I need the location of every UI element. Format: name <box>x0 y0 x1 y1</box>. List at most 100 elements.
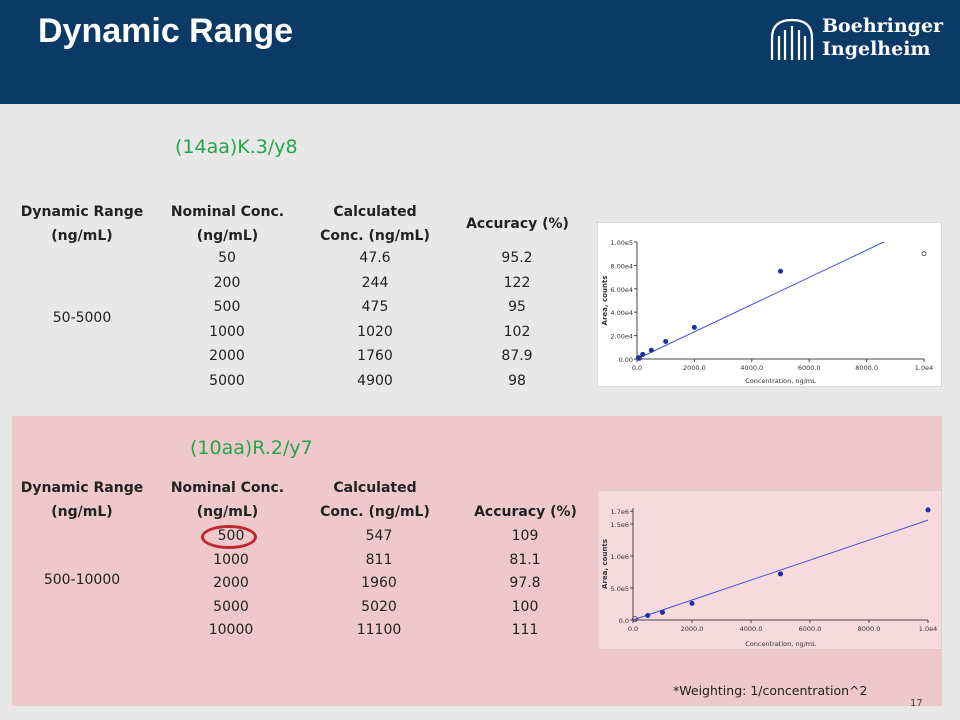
header-text: (ng/mL) <box>51 504 113 520</box>
calculated-cell: 244 <box>361 274 389 291</box>
calibration-curve-chart-1: 0.00 2.00e4 4.00e4 6.00e4 8.00e4 1.00e5 0.0 200… <box>597 222 942 387</box>
accuracy-cell: 111 <box>511 622 539 638</box>
nominal-cell: 50 <box>218 250 236 266</box>
x-tick-label: 0.0 <box>632 364 642 372</box>
y-axis-label: Area, counts <box>601 539 609 589</box>
calculated-cell: 475 <box>361 299 389 315</box>
footnote-text: *Weighting: 1/concentration^2 <box>673 683 868 698</box>
peptide-label-1: (14aa)K.3/y8 <box>175 136 298 158</box>
calibration-curve-chart-2: 0.0 5.0e5 1.0e6 1.5e6 1.7e6 0.0 2000.0 4000.0 60… <box>597 490 942 650</box>
y-tick-label: 1.0e6 <box>611 553 629 561</box>
y-tick-label: 4.00e4 <box>610 309 633 317</box>
page-title: Dynamic Range <box>38 12 294 50</box>
x-tick-label: 0.0 <box>628 625 638 633</box>
accuracy-cell: 81.1 <box>509 551 541 568</box>
nominal-cell: 5000 <box>213 598 249 615</box>
accuracy-cell: 95 <box>508 299 526 315</box>
x-tick-label: 1.0e4 <box>919 625 937 633</box>
accuracy-cell: 98 <box>508 372 526 389</box>
logo-line1: Boehringer <box>822 15 944 37</box>
header-text: (ng/mL) <box>51 228 113 244</box>
nominal-cell: 2000 <box>209 348 245 364</box>
header-text: Dynamic Range <box>20 480 144 496</box>
header-calculated-conc-2: Calculated Conc. (ng/mL) <box>300 476 450 524</box>
nominal-cell: 500 <box>213 299 241 315</box>
accuracy-cell: 97.8 <box>509 575 541 591</box>
logo-line2: Ingelheim <box>822 38 931 60</box>
x-tick-label: 8000.0 <box>858 625 881 633</box>
boehringer-logo-icon <box>770 18 814 60</box>
y-tick-label: 8.00e4 <box>610 262 633 270</box>
header-text: Calculated <box>333 204 417 220</box>
calculated-cell: 1960 <box>361 575 397 591</box>
y-tick-label: 1.5e6 <box>611 521 629 529</box>
calculated-cell: 1020 <box>357 323 393 340</box>
plot-area <box>637 242 924 359</box>
weighting-footnote: *Weighting: 1/concentration^2 <box>673 683 867 698</box>
outlier-point <box>921 251 927 257</box>
accuracy-cell: 102 <box>503 323 531 340</box>
nominal-cell: 2000 <box>213 575 249 591</box>
highlight-circle <box>201 525 257 549</box>
data-point <box>925 507 931 513</box>
accuracy-cell: 122 <box>503 274 531 291</box>
header-text: Conc. (ng/mL) <box>320 228 430 244</box>
header-accuracy-2: Accuracy (%) <box>474 504 577 520</box>
y-tick-label: 5.0e5 <box>611 585 629 593</box>
excluded-point <box>632 616 638 622</box>
header-text: Dynamic Range <box>20 204 144 220</box>
data-point <box>691 324 697 330</box>
logo-text: Boehringer Ingelheim <box>822 15 943 61</box>
nominal-cell: 5000 <box>209 372 245 389</box>
x-tick-label: 4000.0 <box>740 364 763 372</box>
header-text: Nominal Conc. <box>170 480 285 496</box>
peptide-label-2: (10aa)R.2/y7 <box>190 437 313 459</box>
y-axis-label: Area, counts <box>601 276 609 326</box>
x-tick-label: 6000.0 <box>799 625 822 633</box>
nominal-cell: 200 <box>213 274 241 291</box>
y-tick-label: 1.00e5 <box>610 239 633 247</box>
header-dynamic-range-1: Dynamic Range (ng/mL) <box>2 200 162 248</box>
data-point <box>778 571 783 577</box>
x-axis-label: Concentration, ng/mL <box>745 377 816 385</box>
x-tick-label: 4000.0 <box>740 625 763 633</box>
data-point <box>648 347 654 353</box>
nominal-cell: 10000 <box>208 622 254 638</box>
data-point <box>645 613 651 619</box>
accuracy-cell: 109 <box>511 528 539 544</box>
accuracy-cell: 87.9 <box>501 348 533 364</box>
data-point <box>689 600 695 606</box>
calculated-cell: 47.6 <box>359 250 391 266</box>
range-cell-1: 50-5000 <box>52 310 112 326</box>
calculated-cell: 547 <box>365 528 393 544</box>
calculated-cell: 811 <box>365 551 393 568</box>
header-dynamic-range-2: Dynamic Range (ng/mL) <box>2 476 162 524</box>
header-calculated-conc-1: Calculated Conc. (ng/mL) <box>300 200 450 248</box>
regression-line <box>636 241 885 360</box>
data-point <box>640 351 646 357</box>
y-tick-label: 1.7e6 <box>611 508 629 516</box>
calculated-cell: 1760 <box>357 348 393 364</box>
data-point <box>635 355 641 361</box>
header-nominal-conc-2: Nominal Conc. (ng/mL) <box>160 476 295 524</box>
calculated-cell: 11100 <box>356 622 402 638</box>
y-tick-label: 0.00 <box>619 356 633 364</box>
accuracy-cell: 100 <box>511 598 539 615</box>
regression-line <box>632 519 929 621</box>
accuracy-cell: 95.2 <box>501 250 533 266</box>
y-tick-label: 6.00e4 <box>610 286 633 294</box>
x-tick-label: 2000.0 <box>683 364 706 372</box>
page-number: 17 <box>910 698 923 709</box>
x-tick-label: 2000.0 <box>681 625 704 633</box>
x-tick-label: 8000.0 <box>855 364 878 372</box>
y-tick-label: 2.00e4 <box>610 333 633 341</box>
data-point <box>778 268 783 274</box>
x-tick-label: 1.0e4 <box>915 364 933 372</box>
x-tick-label: 6000.0 <box>798 364 821 372</box>
range-cell-2: 500-10000 <box>43 572 121 588</box>
header-accuracy-1: Accuracy (%) <box>466 216 569 232</box>
header-text: Calculated <box>333 480 417 496</box>
plot-area <box>633 508 928 620</box>
header-text: (ng/mL) <box>196 228 259 244</box>
header-text: Nominal Conc. <box>170 204 285 220</box>
